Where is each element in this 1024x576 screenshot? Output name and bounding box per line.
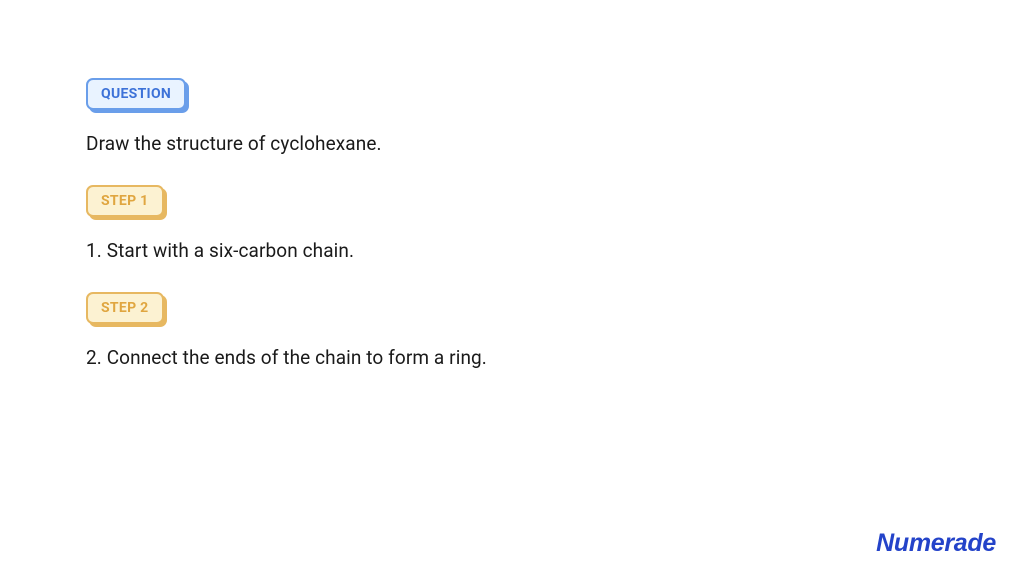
- question-badge: QUESTION: [86, 78, 186, 110]
- step-text: 2. Connect the ends of the chain to form…: [86, 346, 1024, 369]
- question-section: QUESTION Draw the structure of cyclohexa…: [86, 78, 1024, 155]
- step-badge: STEP 2: [86, 292, 164, 324]
- step-badge: STEP 1: [86, 185, 164, 217]
- question-text: Draw the structure of cyclohexane.: [86, 132, 1024, 155]
- step-section: STEP 2 2. Connect the ends of the chain …: [86, 292, 1024, 369]
- step-section: STEP 1 1. Start with a six-carbon chain.: [86, 185, 1024, 262]
- step-text: 1. Start with a six-carbon chain.: [86, 239, 1024, 262]
- brand-logo: Numerade: [876, 529, 996, 558]
- content-area: QUESTION Draw the structure of cyclohexa…: [0, 0, 1024, 369]
